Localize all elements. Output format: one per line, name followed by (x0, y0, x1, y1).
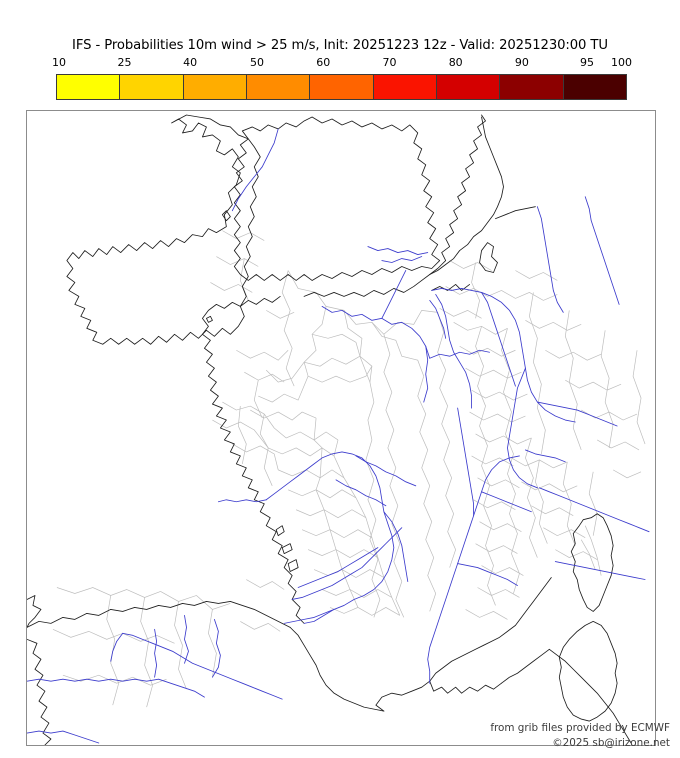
colorbar-tick-70: 70 (382, 56, 397, 69)
colorbar-tick-40: 40 (183, 56, 198, 69)
admin-boundaries (52, 230, 646, 708)
colorbar-segment-60-70 (310, 75, 374, 99)
river-ebro (122, 632, 283, 700)
river-durance (457, 563, 518, 586)
coast-galicia (27, 595, 42, 628)
coast-italy-nw (548, 648, 632, 744)
colorbar: 10 25 40 50 60 70 80 90 95 100 (52, 56, 632, 100)
river-moselle (481, 292, 516, 387)
coast-zeeland-detail (431, 284, 471, 291)
coast-med-france (289, 626, 385, 712)
river-meuse (435, 293, 473, 409)
river-spain-trib2 (211, 618, 221, 678)
coast-spain-west (27, 638, 52, 745)
coast-benelux (429, 116, 504, 275)
coast-gulf-lion (375, 577, 552, 712)
river-ebro-upper (110, 632, 124, 662)
river-tajo (27, 730, 100, 744)
river-elbe (584, 196, 620, 305)
river-duero (27, 678, 205, 698)
colorbar-tick-10: 10 (52, 56, 66, 69)
river-loire-lower (217, 499, 267, 503)
island-ushant (206, 315, 213, 323)
river-rhine-upper (507, 367, 538, 489)
river-rhine (431, 288, 576, 423)
river-allier (383, 511, 409, 582)
river-thames (381, 256, 423, 263)
colorbar-tick-90: 90 (514, 56, 529, 69)
colorbar-tick-95: 95 (580, 56, 595, 69)
river-oise (381, 270, 407, 319)
river-po (554, 561, 646, 580)
river-dordogne (297, 547, 379, 588)
river-main (536, 401, 618, 427)
colorbar-segment-40-50 (183, 75, 247, 99)
colorbar-gradient (56, 74, 627, 100)
coast-cote-azur (501, 648, 550, 684)
river-cher (355, 455, 417, 487)
colorbar-segment-95-100 (563, 75, 626, 99)
river-spain-trib3 (184, 614, 189, 664)
credits-source: from grib files provided by ECMWF (490, 722, 670, 734)
colorbar-segment-80-90 (436, 75, 501, 99)
coast-sardinia (558, 620, 618, 722)
colorbar-tick-100: 100 (611, 56, 632, 69)
colorbar-segment-25-40 (120, 75, 184, 99)
island-isle-of-man (221, 210, 231, 222)
river-marne (429, 349, 490, 359)
colorbar-tick-60: 60 (316, 56, 331, 69)
river-isere (481, 491, 532, 513)
credits: from grib files provided by ECMWF ©2025 … (490, 721, 670, 751)
river-severn (367, 246, 429, 255)
river-loire (265, 451, 395, 624)
river-vienne (335, 479, 387, 507)
river-adour (283, 609, 335, 624)
river-saone (457, 407, 475, 517)
credits-copyright: ©2025 sb@irizone.net (552, 737, 670, 749)
colorbar-tick-25: 25 (117, 56, 132, 69)
coast-channel-north (303, 114, 486, 297)
river-shannon (231, 128, 279, 212)
colorbar-tick-50: 50 (249, 56, 264, 69)
coast-france-atlantic (202, 295, 305, 624)
river-seine (321, 305, 431, 359)
coast-ireland (66, 114, 261, 345)
coastlines (27, 114, 632, 745)
colorbar-segment-90-95 (500, 75, 564, 99)
river-rhone (427, 455, 520, 684)
coast-corsica (570, 513, 614, 612)
island-noirmoutier (275, 525, 285, 537)
river-danube (538, 487, 650, 533)
island-re (281, 543, 293, 555)
river-scheldt (429, 299, 447, 339)
coast-spain-north (27, 601, 291, 628)
coast-ijsselmeer (479, 242, 498, 273)
colorbar-tick-labels: 10 25 40 50 60 70 80 90 95 100 (52, 56, 632, 74)
colorbar-segment-50-60 (246, 75, 311, 99)
colorbar-segment-10-25 (57, 75, 121, 99)
rivers (27, 128, 650, 744)
colorbar-tick-80: 80 (448, 56, 463, 69)
coast-rhone-delta (429, 680, 502, 694)
river-spain-north-trib (154, 628, 158, 678)
river-weser (536, 206, 564, 313)
river-neckar (524, 449, 566, 463)
river-yonne (423, 345, 429, 403)
river-garonne (291, 527, 403, 600)
page-title: IFS - Probabilities 10m wind > 25 m/s, I… (72, 38, 608, 53)
island-oleron (287, 559, 299, 572)
coast-frisian-islands (495, 206, 536, 220)
map-canvas[interactable] (26, 110, 656, 746)
map-graphic (27, 114, 650, 745)
coast-great-britain (233, 116, 441, 281)
colorbar-segment-70-80 (373, 75, 437, 99)
